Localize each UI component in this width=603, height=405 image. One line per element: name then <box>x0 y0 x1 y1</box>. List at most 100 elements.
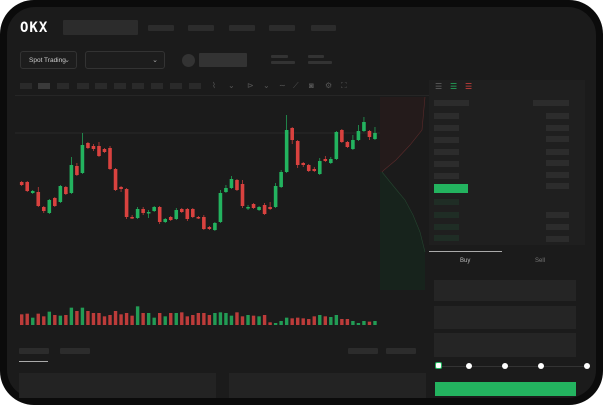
slider-stop[interactable] <box>538 363 544 369</box>
candle <box>246 207 250 209</box>
candle <box>58 186 63 202</box>
amount-input[interactable] <box>434 306 576 329</box>
tab-history[interactable] <box>60 348 90 354</box>
slider-handle[interactable] <box>435 362 442 369</box>
nav-item[interactable] <box>148 25 174 31</box>
volume-bar <box>229 315 234 325</box>
header-price <box>434 100 469 106</box>
volume-bar <box>64 315 68 325</box>
candle <box>312 169 317 171</box>
candle <box>279 172 283 187</box>
camera-icon[interactable]: ◙ <box>309 81 314 90</box>
amount-cell <box>546 149 569 155</box>
ask-price <box>434 149 459 155</box>
pair-dropdown[interactable]: ⌄ <box>85 51 165 69</box>
nav-item[interactable] <box>311 25 336 31</box>
timeframe-button[interactable] <box>151 83 163 89</box>
volume-bar <box>279 321 283 325</box>
volume-bar <box>262 315 267 325</box>
volume-bar <box>163 316 167 325</box>
nav-item[interactable] <box>229 25 255 31</box>
assets-panel <box>229 373 426 398</box>
slider-stop[interactable] <box>502 363 508 369</box>
volume-bar <box>42 316 46 325</box>
chevron-down-icon[interactable]: ⌄ <box>228 81 235 90</box>
candle <box>19 182 24 185</box>
candle <box>218 193 223 222</box>
timeframe-button[interactable] <box>38 83 50 89</box>
candle <box>340 130 344 142</box>
orderbook-both-icon[interactable]: ☰ <box>435 82 443 91</box>
volume-bar <box>36 313 40 325</box>
slider-stop[interactable] <box>584 363 590 369</box>
price-input[interactable] <box>434 280 576 301</box>
ruler-icon[interactable]: ⟋ <box>293 81 299 90</box>
volume-bar <box>246 315 250 325</box>
volume-bar <box>307 319 311 325</box>
ask-price <box>434 125 459 131</box>
timeframe-button[interactable] <box>77 83 89 89</box>
filter-button[interactable] <box>348 348 378 354</box>
volume-bar <box>130 315 134 325</box>
slider-stop[interactable] <box>466 363 472 369</box>
candle <box>179 209 184 212</box>
okx-logo[interactable]: OKX <box>20 20 49 36</box>
tab-open-orders[interactable] <box>19 348 49 354</box>
orderbook-bids-icon[interactable]: ☰ <box>450 82 458 91</box>
candle <box>240 184 245 206</box>
timeframe-button[interactable] <box>189 83 201 89</box>
bid-price <box>434 235 459 241</box>
buy-button[interactable] <box>435 382 576 396</box>
timeframe-button[interactable] <box>170 83 182 89</box>
last-price-badge <box>434 184 468 193</box>
settings-icon[interactable]: ⚙ <box>325 81 333 90</box>
search-bar[interactable] <box>63 20 138 35</box>
draw-icon[interactable]: ⊳ <box>247 81 254 90</box>
timeframe-button[interactable] <box>20 83 32 89</box>
bid-price <box>434 212 459 218</box>
volume-bar <box>25 313 29 325</box>
fullscreen-icon[interactable]: ⛶ <box>341 81 347 90</box>
candle <box>91 146 96 149</box>
candle <box>202 217 206 229</box>
timeframe-button[interactable] <box>57 83 69 89</box>
slider-track[interactable] <box>438 366 588 367</box>
nav-item[interactable] <box>269 25 295 31</box>
candle <box>30 191 35 193</box>
candle <box>141 209 145 213</box>
timeframe-button[interactable] <box>132 83 144 89</box>
ask-price <box>434 137 459 143</box>
orderbook-asks-icon[interactable]: ☰ <box>465 82 473 91</box>
volume-bar <box>301 318 305 325</box>
chevron-down-icon[interactable]: ⌄ <box>263 81 270 90</box>
tab-sell[interactable]: Sell <box>535 258 546 264</box>
volume-bar <box>296 317 300 325</box>
line-icon[interactable]: ∼ <box>279 81 286 90</box>
filter-button[interactable] <box>386 348 416 354</box>
spot-trading-dropdown[interactable]: Spot Trading ⌄ <box>20 51 77 69</box>
nav-item[interactable] <box>188 25 214 31</box>
candle <box>290 128 294 140</box>
volume-bar <box>119 314 123 325</box>
volume-bar <box>113 311 118 325</box>
candle <box>97 146 101 156</box>
volume-bar <box>108 315 112 325</box>
timeframe-button[interactable] <box>114 83 126 89</box>
candle <box>224 188 228 192</box>
total-input[interactable] <box>434 333 576 357</box>
candle <box>295 141 300 165</box>
volume-bar <box>345 319 350 325</box>
candle <box>185 209 190 219</box>
volume-bar <box>362 321 366 325</box>
candle <box>306 165 311 171</box>
volume-bar <box>224 313 228 325</box>
indicator-icon[interactable]: ⌇ <box>212 81 216 90</box>
tab-underline <box>19 361 48 362</box>
tab-buy[interactable]: Buy <box>460 258 471 264</box>
timeframe-button[interactable] <box>95 83 107 89</box>
volume-bar <box>284 317 289 325</box>
volume-bar <box>146 313 151 325</box>
volume-bar <box>218 312 223 325</box>
